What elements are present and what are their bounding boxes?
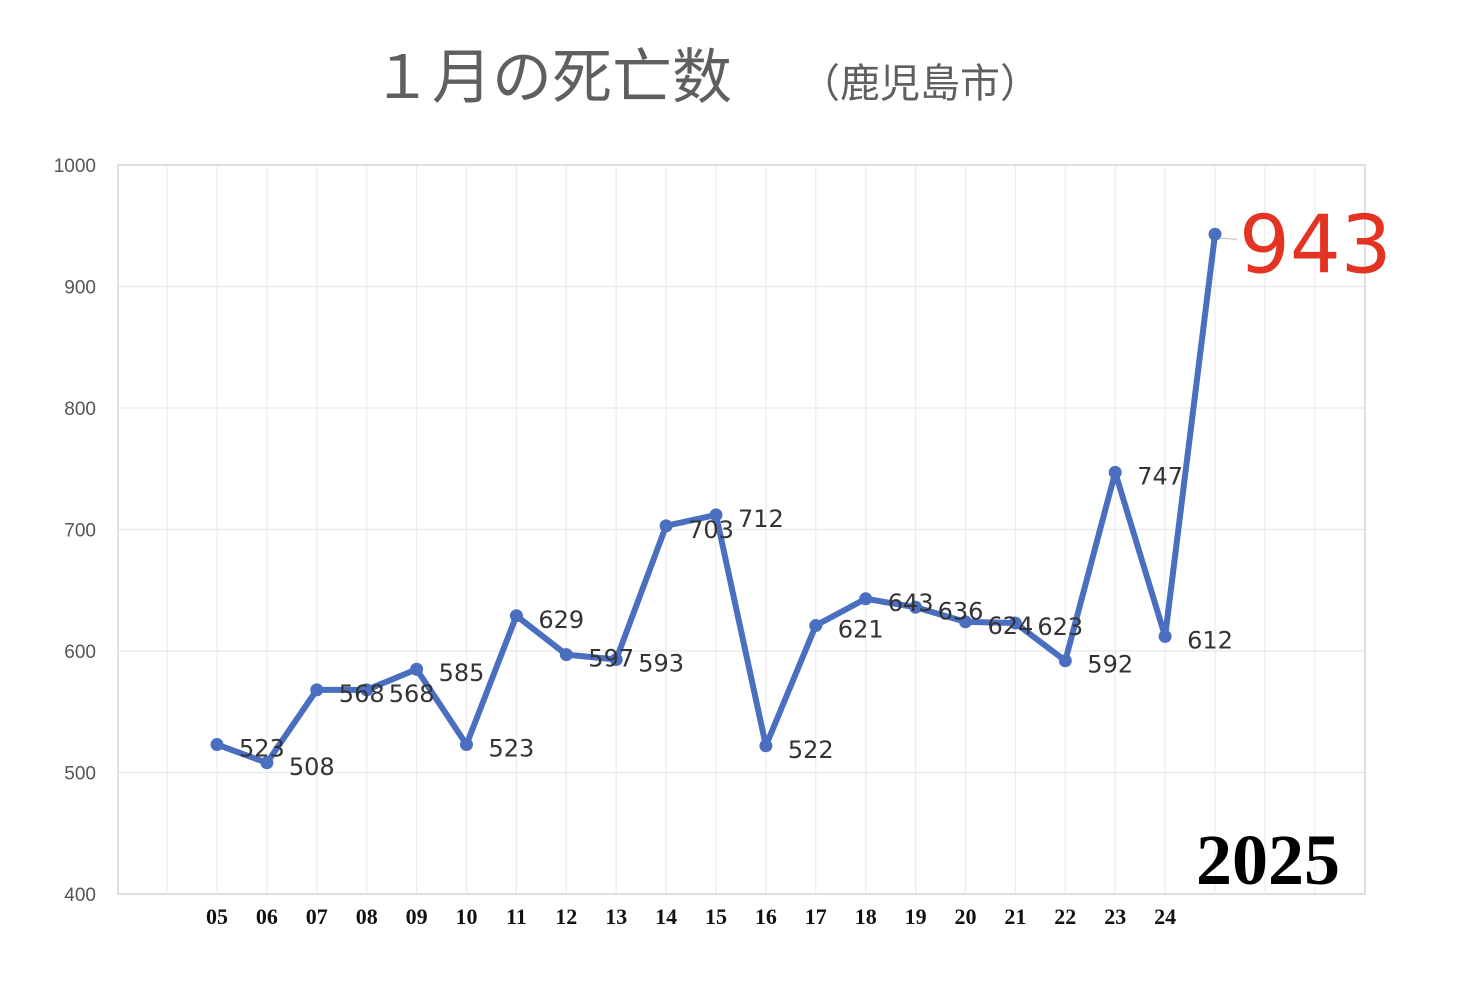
data-point [509, 609, 523, 623]
data-label: 624 [988, 612, 1034, 640]
data-label: 612 [1187, 626, 1233, 654]
data-label: 629 [538, 606, 584, 634]
x-tick-label: 15 [705, 904, 727, 929]
data-label: 712 [738, 505, 784, 533]
y-tick-label: 900 [64, 278, 96, 299]
data-point [1008, 616, 1022, 630]
x-tick-label: 18 [855, 904, 877, 929]
x-tick-label: 17 [805, 904, 827, 929]
chart-subtitle: （鹿児島市） [800, 61, 1040, 107]
data-label: 703 [688, 516, 734, 544]
y-axis: 400 500 600 700 800 900 1000 [54, 156, 96, 906]
data-point [1158, 629, 1172, 643]
x-tick-label: 07 [306, 904, 328, 929]
data-point [1108, 465, 1122, 479]
data-label: 623 [1037, 613, 1083, 641]
data-label: 585 [439, 659, 485, 687]
data-point [310, 683, 324, 697]
x-tick-label: 20 [955, 904, 977, 929]
year-annotation: 2025 [1196, 820, 1340, 900]
data-point [659, 519, 673, 533]
x-tick-label: 14 [655, 904, 677, 929]
data-point [609, 653, 623, 667]
y-tick-label: 700 [64, 521, 96, 542]
x-tick-label: 22 [1054, 904, 1076, 929]
leader-line [1220, 237, 1238, 240]
y-tick-label: 600 [64, 642, 96, 663]
data-label: 568 [339, 680, 385, 708]
x-tick-label: 05 [206, 904, 228, 929]
data-point [809, 618, 823, 632]
data-label: 568 [389, 680, 435, 708]
data-label: 597 [588, 645, 634, 673]
data-label: 508 [289, 753, 335, 781]
data-point [859, 592, 873, 606]
x-tick-label: 21 [1004, 904, 1026, 929]
data-label: 747 [1137, 462, 1183, 490]
y-tick-label: 1000 [54, 156, 96, 177]
data-label: 523 [239, 735, 285, 763]
chart-title: １月の死亡数 [372, 43, 732, 113]
x-tick-label: 11 [506, 904, 527, 929]
series [210, 227, 1222, 770]
data-label: 593 [638, 650, 684, 678]
data-label: 522 [788, 736, 834, 764]
x-tick-label: 23 [1104, 904, 1126, 929]
data-point [360, 683, 374, 697]
data-point [1208, 227, 1222, 241]
data-point [909, 600, 923, 614]
x-tick-label: 16 [755, 904, 777, 929]
data-point [460, 738, 473, 752]
x-tick-label: 09 [406, 904, 428, 929]
x-tick-label: 13 [605, 904, 627, 929]
plot-border [117, 164, 1366, 895]
data-label: 523 [489, 735, 535, 763]
x-tick-label: 12 [555, 904, 577, 929]
y-tick-label: 400 [64, 885, 96, 906]
data-point [260, 756, 274, 770]
data-point [559, 648, 573, 662]
data-point [210, 738, 224, 752]
x-axis: 05 06 07 08 09 10 11 12 13 14 15 16 17 18 19 20 21 22 23 24 [206, 904, 1176, 929]
y-tick-label: 500 [64, 764, 96, 785]
x-tick-label: 19 [905, 904, 927, 929]
data-label: 592 [1087, 651, 1133, 679]
data-label: 621 [838, 615, 884, 643]
x-tick-label: 10 [456, 904, 478, 929]
x-tick-label: 24 [1154, 904, 1176, 929]
x-tick-label: 08 [356, 904, 378, 929]
data-label: 643 [888, 589, 934, 617]
data-point [759, 739, 773, 753]
data-point [959, 615, 972, 629]
data-point [1058, 654, 1072, 668]
x-tick-label: 06 [256, 904, 278, 929]
y-tick-label: 800 [64, 399, 96, 420]
data-point [410, 662, 424, 676]
data-point [709, 508, 723, 522]
data-label: 943 [1239, 198, 1392, 291]
data-label: 636 [938, 597, 984, 625]
